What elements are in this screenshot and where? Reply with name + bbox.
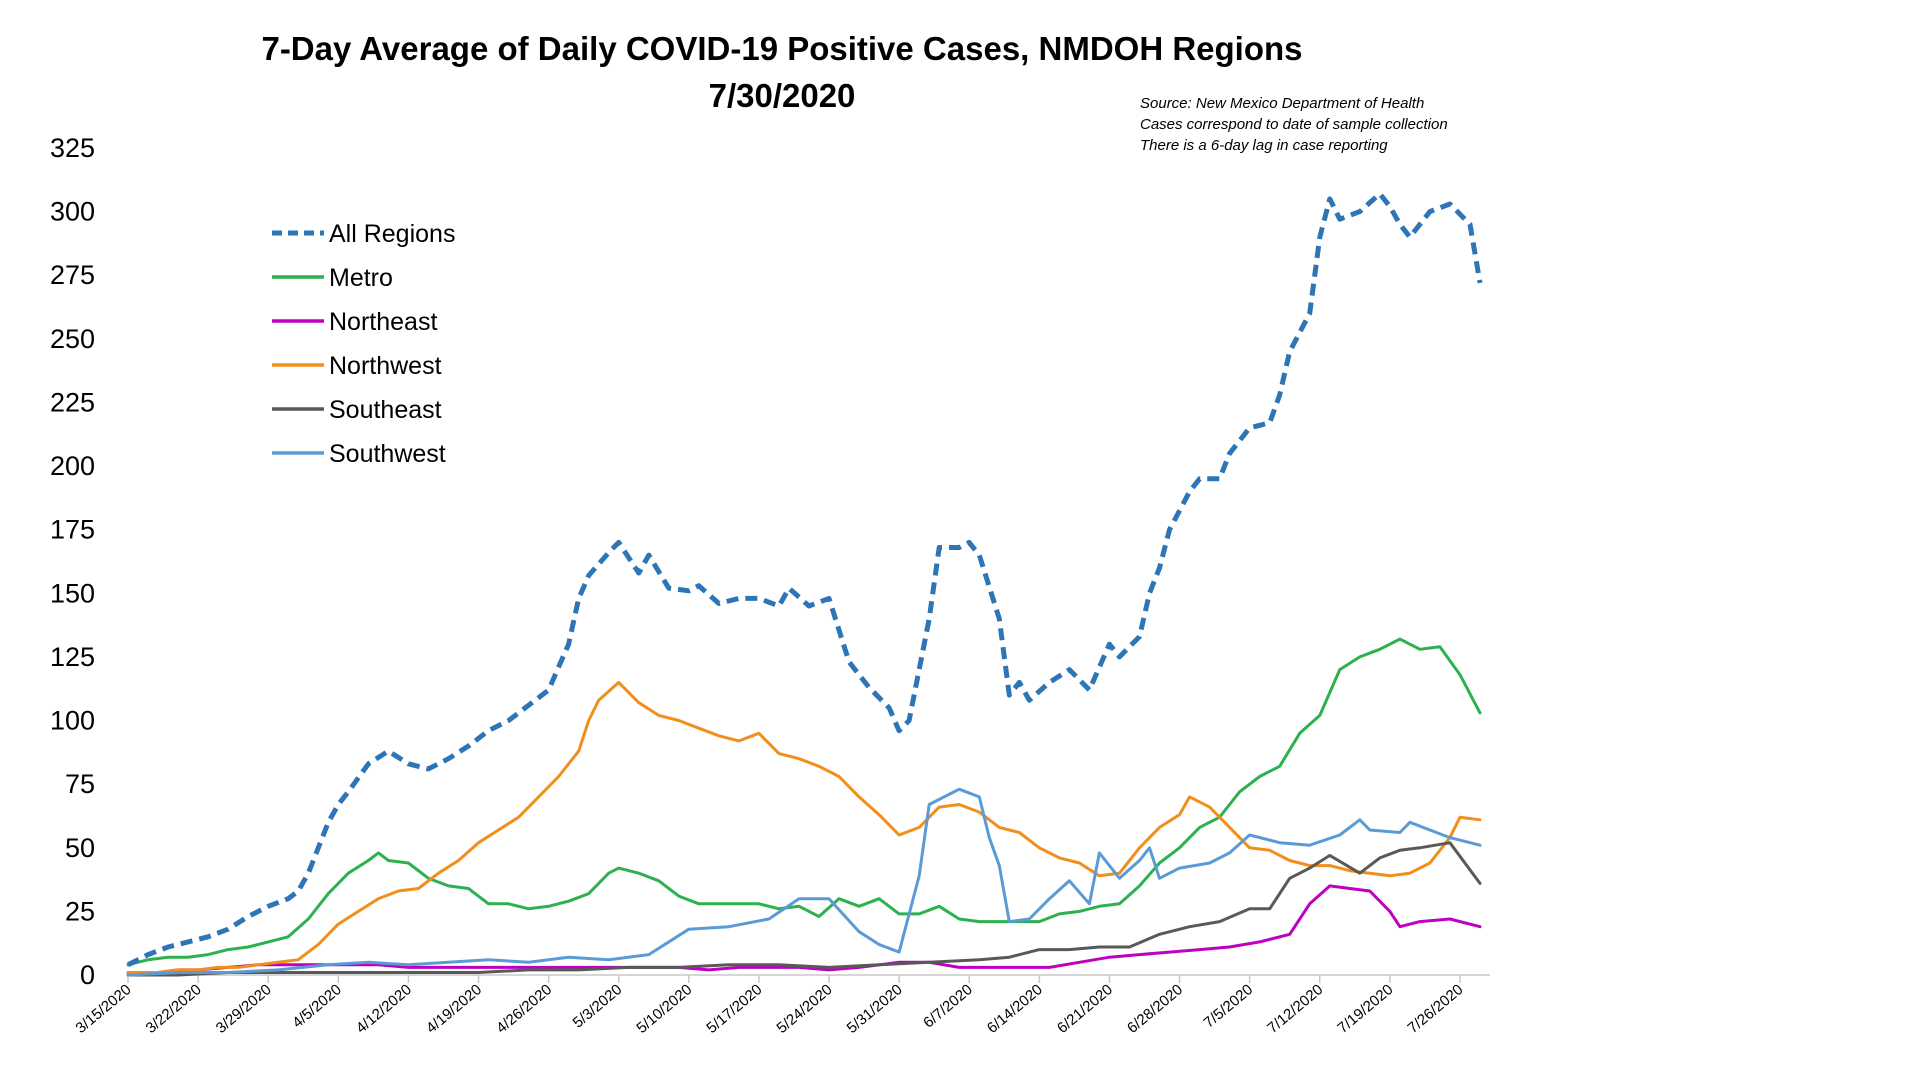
y-tick-label: 175	[50, 515, 95, 545]
series-line-southwest	[126, 787, 1482, 977]
y-tick-label: 0	[80, 960, 95, 990]
x-tick-label: 7/5/2020	[1201, 981, 1257, 1032]
y-tick-label: 225	[50, 387, 95, 417]
series-line-southeast	[126, 841, 1482, 977]
series-line-northwest	[126, 680, 1482, 974]
legend-label-northwest: Northwest	[329, 352, 442, 380]
x-tick-label: 4/12/2020	[353, 981, 415, 1037]
x-tick-label: 4/26/2020	[493, 981, 555, 1037]
y-tick-label: 250	[50, 324, 95, 354]
x-tick-label: 5/31/2020	[844, 981, 906, 1037]
y-tick-label: 200	[50, 451, 95, 481]
x-tick-label: 5/24/2020	[774, 981, 836, 1037]
x-tick-label: 6/21/2020	[1054, 981, 1116, 1037]
legend-label-metro: Metro	[329, 264, 393, 292]
x-tick-label: 7/12/2020	[1264, 981, 1326, 1037]
chart-subtitle: 7/30/2020	[709, 77, 856, 114]
x-tick-label: 7/26/2020	[1404, 981, 1466, 1037]
x-tick-label: 6/28/2020	[1124, 981, 1186, 1037]
series-layer	[126, 191, 1483, 977]
x-tick-label: 6/7/2020	[920, 981, 976, 1032]
y-tick-label: 325	[50, 133, 95, 163]
legend-label-southeast: Southeast	[329, 396, 442, 424]
x-axis: 3/15/2020 3/22/2020 3/29/2020 4/5/2020 4/12/…	[73, 974, 1490, 1037]
x-tick-label: 3/29/2020	[213, 981, 275, 1037]
x-tick-label: 6/14/2020	[984, 981, 1046, 1037]
x-tick-label: 4/19/2020	[423, 981, 485, 1037]
x-tick-label: 3/22/2020	[143, 981, 205, 1037]
x-tick-label: 5/17/2020	[703, 981, 765, 1037]
chart-title: 7-Day Average of Daily COVID-19 Positive…	[261, 30, 1302, 67]
y-tick-label: 275	[50, 260, 95, 290]
source-note-line-3: There is a 6-day lag in case reporting	[1140, 137, 1388, 154]
y-tick-label: 125	[50, 642, 95, 672]
legend: All Regions Metro Northeast Northwest Southe…	[272, 220, 455, 468]
legend-label-all-regions: All Regions	[329, 220, 455, 248]
y-axis: 0 25 50 75 100 125 150 175 200 225 250 275 300 325	[50, 133, 95, 990]
source-note-line-2: Cases correspond to date of sample colle…	[1140, 116, 1448, 133]
y-tick-label: 100	[50, 706, 95, 736]
y-tick-label: 150	[50, 578, 95, 608]
legend-label-northeast: Northeast	[329, 308, 437, 336]
series-line-metro	[126, 637, 1482, 967]
legend-label-southwest: Southwest	[329, 440, 446, 468]
x-tick-label: 7/19/2020	[1334, 981, 1396, 1037]
y-tick-label: 50	[65, 833, 95, 863]
y-tick-label: 25	[65, 896, 95, 926]
y-tick-label: 300	[50, 197, 95, 227]
x-tick-label: 5/10/2020	[633, 981, 695, 1037]
source-note-line-1: Source: New Mexico Department of Health	[1140, 95, 1424, 112]
y-tick-label: 75	[65, 769, 95, 799]
series-line-all-regions	[126, 191, 1483, 968]
x-tick-label: 5/3/2020	[570, 981, 626, 1032]
x-tick-label: 4/5/2020	[289, 981, 345, 1032]
